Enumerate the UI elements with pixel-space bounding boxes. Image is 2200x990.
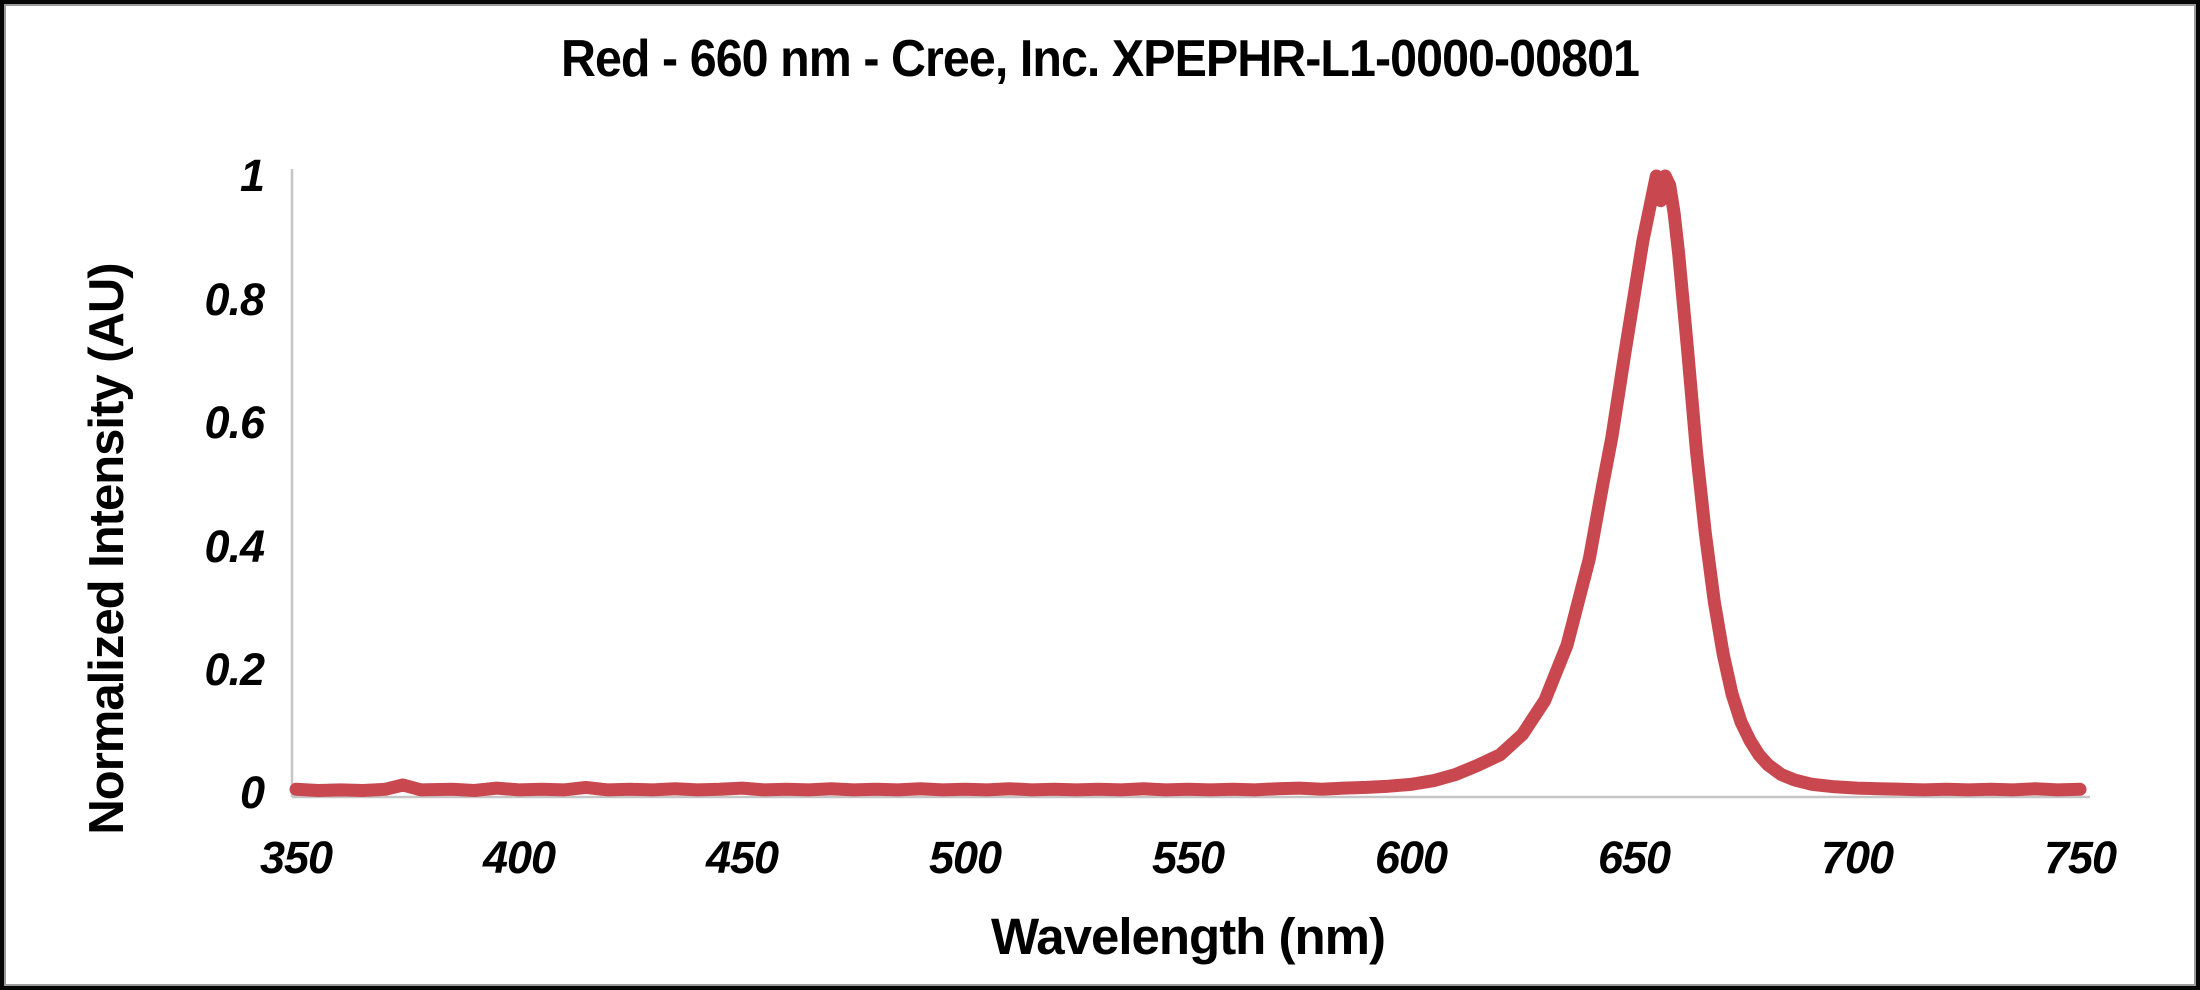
x-tick-label: 750 [2043, 832, 2117, 883]
y-tick-label: 0.4 [204, 521, 265, 572]
chart-title: Red - 660 nm - Cree, Inc. XPEPHR-L1-0000… [560, 30, 1640, 88]
y-tick-label: 0 [239, 767, 265, 818]
x-tick-label: 400 [482, 832, 556, 883]
x-tick-label: 650 [1597, 832, 1671, 883]
x-axis-title: Wavelength (nm) [991, 908, 1386, 965]
x-tick-label: 550 [1151, 832, 1225, 883]
x-tick-label: 450 [705, 832, 779, 883]
x-tick-label: 350 [259, 832, 333, 883]
y-tick-label: 0.6 [204, 397, 265, 448]
x-tick-label: 600 [1374, 832, 1448, 883]
plot-svg [289, 169, 2090, 799]
x-tick-label: 500 [928, 832, 1002, 883]
x-tick-label: 700 [1820, 832, 1894, 883]
spectrum-line [289, 169, 2087, 797]
y-tick-label: 0.8 [204, 274, 265, 325]
y-tick-label: 1 [239, 150, 265, 201]
y-tick-label: 0.2 [204, 644, 265, 695]
